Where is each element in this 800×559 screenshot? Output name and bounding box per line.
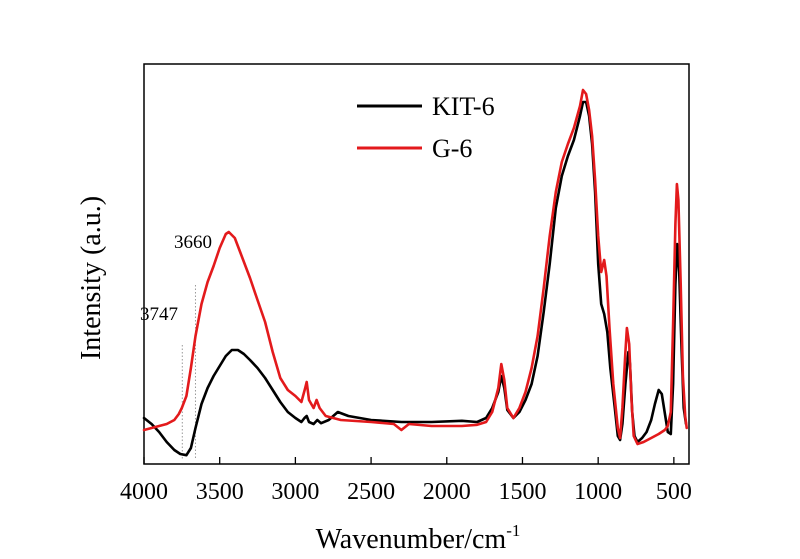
x-tick-label-500: 500	[656, 479, 692, 505]
x-tick-label-1000: 1000	[574, 479, 622, 505]
x-axis-title-superscript: -1	[506, 521, 520, 540]
plot-frame	[143, 63, 690, 465]
x-tick-label-2000: 2000	[423, 479, 471, 505]
legend-label-kit-6: KIT-6	[432, 92, 495, 121]
series-line-kit-6	[142, 100, 688, 457]
series-lines	[142, 88, 688, 457]
x-axis-title: Wavenumber/cm-1	[316, 521, 521, 555]
annotation-3747: 3747	[140, 304, 178, 325]
x-axis-ticks	[143, 457, 675, 464]
x-axis-title-main: Wavenumber/cm	[316, 524, 507, 555]
legend: KIT-6 G-6	[357, 92, 495, 163]
x-tick-label-4000: 4000	[120, 479, 168, 505]
x-tick-label-3500: 3500	[196, 479, 244, 505]
legend-label-g-6: G-6	[432, 134, 472, 163]
y-axis-title: Intensity (a.u.)	[76, 196, 107, 360]
x-tick-label-1500: 1500	[498, 479, 546, 505]
x-tick-label-3000: 3000	[271, 479, 319, 505]
annotation-lines	[181, 285, 196, 460]
series-line-g-6	[142, 88, 688, 446]
annotation-3660: 3660	[174, 232, 212, 253]
x-tick-label-2500: 2500	[347, 479, 395, 505]
x-axis-tick-labels: 4000 3500 3000 2500 2000 1500 1000 500	[120, 479, 692, 505]
